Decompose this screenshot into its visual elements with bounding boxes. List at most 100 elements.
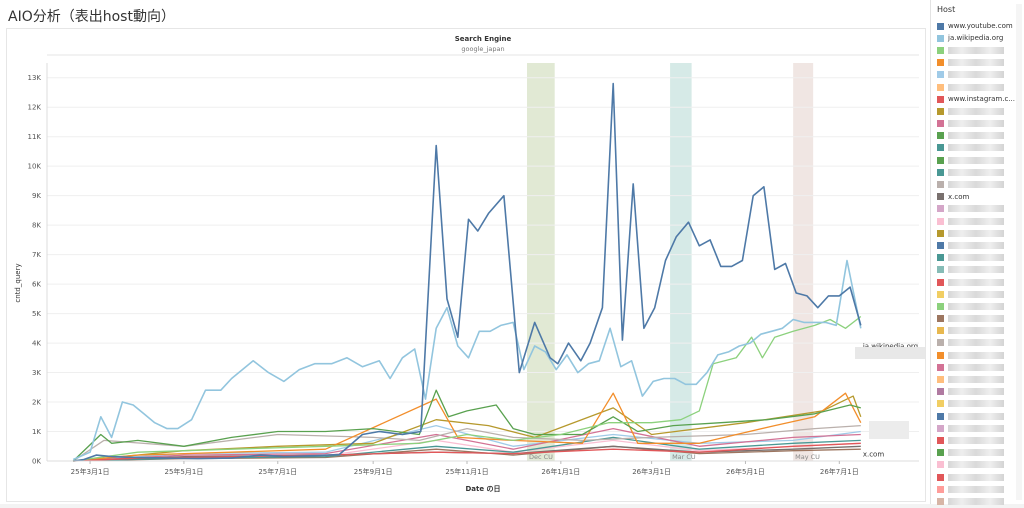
- legend-label-redacted: [948, 132, 1004, 140]
- legend-item[interactable]: [937, 288, 1021, 300]
- legend-label-redacted: [948, 376, 1004, 384]
- legend-item[interactable]: [937, 215, 1021, 227]
- legend-label-redacted: [948, 254, 1004, 262]
- legend-item[interactable]: [937, 325, 1021, 337]
- legend-item[interactable]: [937, 154, 1021, 166]
- legend-swatch: [937, 120, 944, 128]
- legend-swatch: [937, 34, 944, 42]
- legend-item[interactable]: [937, 410, 1021, 422]
- end-label: x.com: [863, 450, 884, 458]
- legend-swatch: [937, 46, 944, 54]
- series-line: [72, 424, 861, 462]
- legend-item[interactable]: [937, 57, 1021, 69]
- legend-swatch: [937, 156, 944, 164]
- legend-item[interactable]: [937, 422, 1021, 434]
- legend-swatch: [937, 181, 944, 189]
- legend-swatch: [937, 59, 944, 67]
- legend-panel[interactable]: Host www.youtube.com ja.wikipedia.org www.…: [930, 0, 1024, 505]
- legend-item[interactable]: [937, 166, 1021, 178]
- legend-item[interactable]: x.com: [937, 191, 1021, 203]
- legend-scrollbar[interactable]: [1016, 4, 1022, 500]
- legend-swatch: [937, 193, 944, 201]
- legend-label-redacted: [948, 217, 1004, 225]
- series-lines: [72, 82, 862, 462]
- legend-item[interactable]: [937, 337, 1021, 349]
- band-label: May CU: [795, 453, 820, 461]
- legend-item[interactable]: [937, 44, 1021, 56]
- legend-item[interactable]: [937, 386, 1021, 398]
- redacted-label-block: [869, 421, 909, 439]
- y-tick-label: 6K: [32, 281, 41, 289]
- legend-swatch: [937, 363, 944, 371]
- legend-label-redacted: [948, 339, 1004, 347]
- legend-item[interactable]: [937, 203, 1021, 215]
- chart-container[interactable]: Search Engine google_japan Dec CU Mar CU M…: [6, 28, 926, 502]
- legend-item[interactable]: [937, 142, 1021, 154]
- legend-swatch: [937, 497, 944, 505]
- legend-label-redacted: [948, 205, 1004, 213]
- legend-item[interactable]: [937, 361, 1021, 373]
- legend-item[interactable]: [937, 81, 1021, 93]
- legend-item[interactable]: [937, 264, 1021, 276]
- x-tick-label: 25年5月1日: [165, 467, 204, 476]
- legend-label-redacted: [948, 71, 1004, 79]
- legend-item[interactable]: [937, 276, 1021, 288]
- legend-item[interactable]: [937, 227, 1021, 239]
- series-line: [73, 392, 862, 462]
- legend-item[interactable]: [937, 459, 1021, 471]
- legend-item[interactable]: [937, 447, 1021, 459]
- legend-label-redacted: [948, 120, 1004, 128]
- legend-label-redacted: [948, 107, 1004, 115]
- legend-item[interactable]: [937, 398, 1021, 410]
- x-tick-label: 25年3月1日: [71, 467, 110, 476]
- legend-swatch: [937, 449, 944, 457]
- band-label: Dec CU: [529, 453, 553, 461]
- legend-item[interactable]: [937, 434, 1021, 446]
- legend-item[interactable]: www.instagram.c...: [937, 93, 1021, 105]
- legend-item[interactable]: [937, 483, 1021, 495]
- x-tick-label: 26年5月1日: [726, 467, 765, 476]
- legend-title: Host: [937, 5, 956, 14]
- legend-item[interactable]: [937, 471, 1021, 483]
- legend-item[interactable]: [937, 118, 1021, 130]
- legend-item[interactable]: [937, 178, 1021, 190]
- legend-swatch: [937, 302, 944, 310]
- x-tick-label: 25年7月1日: [258, 467, 297, 476]
- legend-swatch: [937, 351, 944, 359]
- legend-swatch: [937, 107, 944, 115]
- legend-swatch: [937, 71, 944, 79]
- legend-items: www.youtube.com ja.wikipedia.org www.insta…: [937, 20, 1021, 508]
- legend-item[interactable]: [937, 252, 1021, 264]
- legend-item[interactable]: ja.wikipedia.org: [937, 32, 1021, 44]
- legend-label-redacted: [948, 59, 1004, 67]
- legend-label-redacted: [948, 302, 1004, 310]
- legend-swatch: [937, 205, 944, 213]
- legend-swatch: [937, 339, 944, 347]
- legend-swatch: [937, 473, 944, 481]
- legend-item[interactable]: [937, 239, 1021, 251]
- legend-label-redacted: [948, 168, 1004, 176]
- legend-item[interactable]: [937, 373, 1021, 385]
- legend-swatch: [937, 412, 944, 420]
- legend-label-redacted: [948, 83, 1004, 91]
- legend-label-redacted: [948, 473, 1004, 481]
- legend-swatch: [937, 327, 944, 335]
- legend-item[interactable]: [937, 349, 1021, 361]
- legend-item[interactable]: [937, 313, 1021, 325]
- end-label: ja.wikipedia.org: [862, 342, 918, 350]
- y-tick-label: 2K: [32, 399, 41, 407]
- legend-item[interactable]: [937, 130, 1021, 142]
- line-chart[interactable]: Search Engine google_japan Dec CU Mar CU M…: [7, 29, 925, 501]
- legend-item[interactable]: www.youtube.com: [937, 20, 1021, 32]
- legend-item[interactable]: [937, 495, 1021, 507]
- legend-swatch: [937, 400, 944, 408]
- band-1: [670, 63, 692, 461]
- legend-label-redacted: [948, 436, 1004, 444]
- y-tick-label: 13K: [28, 74, 42, 82]
- legend-item[interactable]: [937, 300, 1021, 312]
- x-tick-label: 25年9月1日: [354, 467, 393, 476]
- legend-label-redacted: [948, 400, 1004, 408]
- legend-label-redacted: [948, 327, 1004, 335]
- legend-item[interactable]: [937, 69, 1021, 81]
- legend-item[interactable]: [937, 105, 1021, 117]
